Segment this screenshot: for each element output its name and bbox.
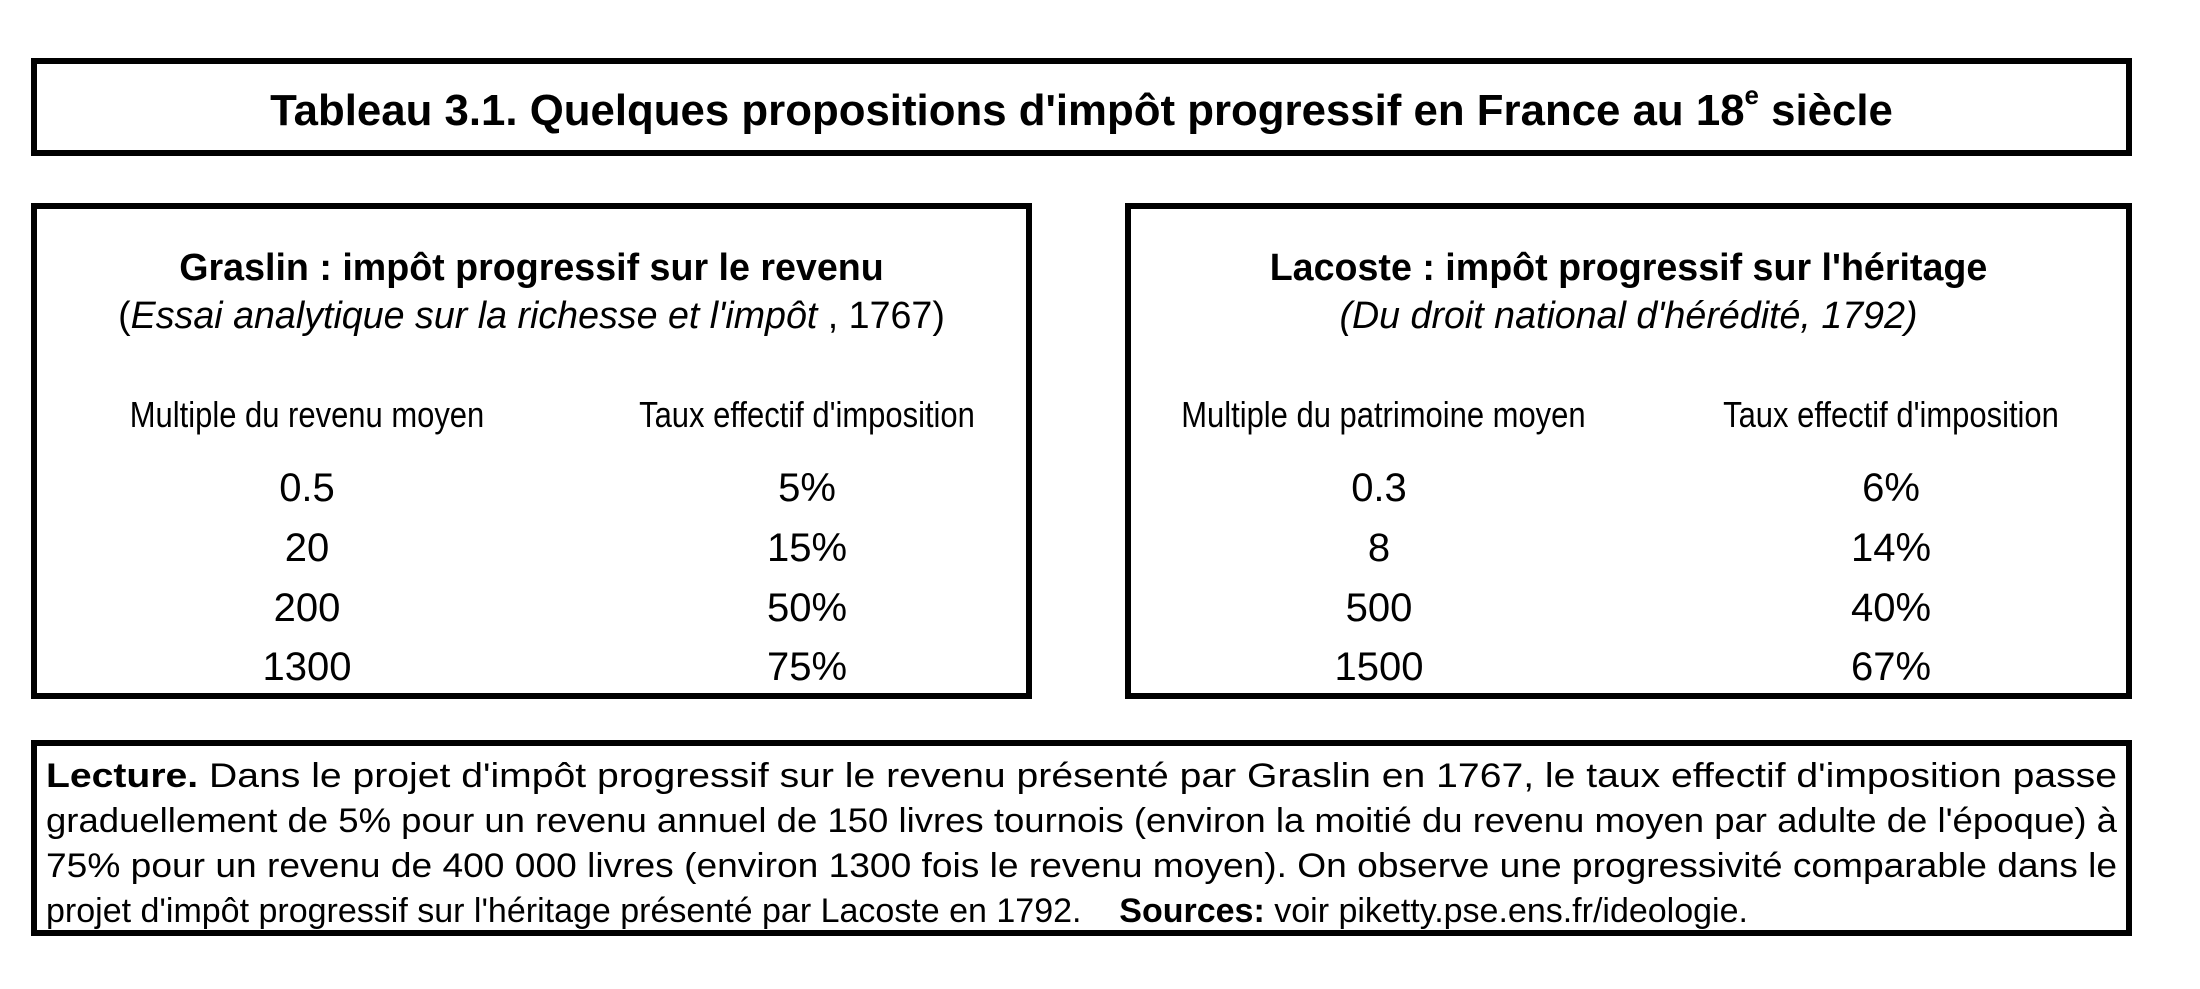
lacoste-panel: Lacoste : impôt progressif sur l'héritag… <box>1125 203 2132 699</box>
graslin-rate-cell: 75% <box>766 645 848 689</box>
lacoste-rate-cell: 40% <box>1850 586 1932 630</box>
lacoste-rate-cell: 67% <box>1850 645 1932 689</box>
lecture-line: graduellement de 5% pour un revenu annue… <box>46 802 2117 840</box>
lecture-line: Lecture. Dans le projet d'impôt progress… <box>46 757 2118 795</box>
lacoste-multiple-cell: 500 <box>1345 586 1413 630</box>
lacoste-multiple-cell: 1500 <box>1334 645 1424 689</box>
lacoste-rate-cell: 14% <box>1850 526 1932 570</box>
lecture-label: Lecture. <box>46 757 199 795</box>
lacoste-col2-header: Taux effectif d'imposition <box>1723 394 2059 435</box>
lecture-note-box: Lecture. Dans le projet d'impôt progress… <box>31 740 2132 936</box>
lacoste-heading: Lacoste : impôt progressif sur l'héritag… <box>1269 247 1988 289</box>
sources-text: voir piketty.pse.ens.fr/ideologie. <box>1264 892 1748 930</box>
graslin-heading: Graslin : impôt progressif sur le revenu <box>179 247 884 289</box>
graslin-col1-header: Multiple du revenu moyen <box>129 394 485 435</box>
lacoste-rate-cell: 6% <box>1862 466 1920 510</box>
graslin-multiple-cell: 20 <box>284 526 330 570</box>
table-title: Tableau 3.1. Quelques propositions d'imp… <box>270 80 1893 135</box>
graslin-panel: Graslin : impôt progressif sur le revenu… <box>31 203 1032 699</box>
graslin-multiple-cell: 1300 <box>262 645 352 689</box>
title-box: Tableau 3.1. Quelques propositions d'imp… <box>31 58 2132 156</box>
graslin-source: (Essai analytique sur la richesse et l'i… <box>118 295 945 337</box>
graslin-multiple-cell: 0.5 <box>279 466 335 510</box>
graslin-rate-cell: 15% <box>766 526 848 570</box>
lecture-line: projet d'impôt progressif sur l'héritage… <box>46 892 1748 930</box>
graslin-rate-cell: 50% <box>766 586 848 630</box>
lacoste-source: (Du droit national d'hérédité, 1792) <box>1339 295 1918 337</box>
lecture-line: 75% pour un revenu de 400 000 livres (en… <box>46 847 2117 885</box>
lacoste-multiple-cell: 8 <box>1367 526 1391 570</box>
title-superscript: e <box>1744 80 1759 110</box>
graslin-col2-header: Taux effectif d'imposition <box>639 394 975 435</box>
lecture-note: Lecture. Dans le projet d'impôt progress… <box>46 754 2117 934</box>
graslin-rate-cell: 5% <box>778 466 836 510</box>
lacoste-multiple-cell: 0.3 <box>1351 466 1407 510</box>
graslin-multiple-cell: 200 <box>273 586 341 630</box>
lacoste-col1-header: Multiple du patrimoine moyen <box>1181 394 1586 435</box>
sources-label: Sources: <box>1119 892 1265 930</box>
